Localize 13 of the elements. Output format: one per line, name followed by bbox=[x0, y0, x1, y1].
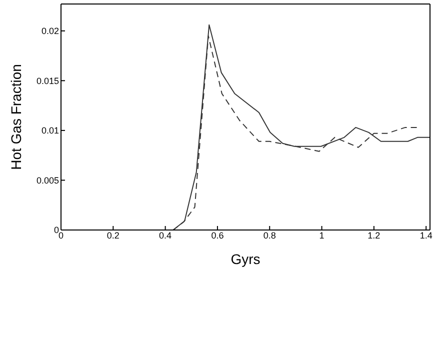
x-tick-label: 1 bbox=[319, 230, 324, 240]
x-tick-label: 1.4 bbox=[420, 230, 432, 240]
x-axis-title: Gyrs bbox=[230, 251, 260, 267]
y-tick-label: 0.02 bbox=[41, 26, 59, 36]
x-tick-label: 0.4 bbox=[159, 230, 172, 240]
x-tick-label: 0.6 bbox=[211, 230, 224, 240]
y-tick-label: 0.01 bbox=[41, 126, 59, 136]
x-tick-label: 0.8 bbox=[263, 230, 276, 240]
x-tick-label: 1.2 bbox=[368, 230, 380, 240]
y-axis-title: Hot Gas Fraction bbox=[8, 64, 24, 170]
y-tick-label: 0.015 bbox=[36, 76, 59, 86]
x-tick-label: 0.2 bbox=[106, 230, 120, 240]
y-tick-label: 0.005 bbox=[36, 175, 59, 186]
